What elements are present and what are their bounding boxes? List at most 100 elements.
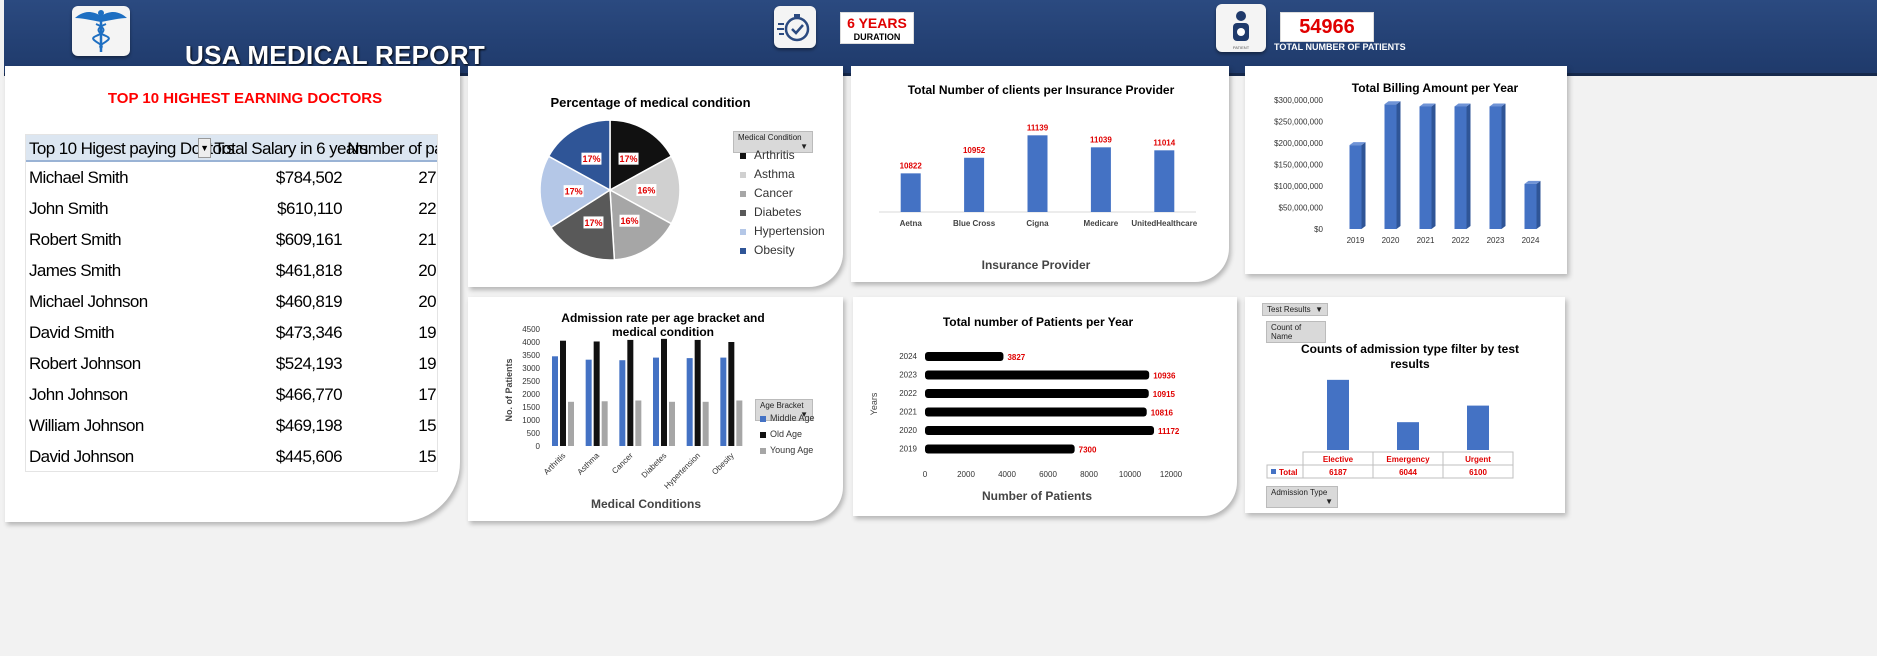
admission-type-filter[interactable]: Admission Type ▼ xyxy=(1266,486,1338,508)
legend-item[interactable]: Diabetes xyxy=(740,205,801,219)
pie-data-label: 17% xyxy=(620,154,638,164)
doctor-salary: $460,819 xyxy=(275,292,343,311)
table-row: William Johnson $469,198 15 xyxy=(26,410,437,441)
legend-item[interactable]: Old Age xyxy=(760,429,802,439)
bar-data-label: 7300 xyxy=(1079,446,1097,455)
legend-label: Obesity xyxy=(754,243,795,257)
y-tick-label: 2021 xyxy=(899,408,917,417)
bar-year-2024 xyxy=(925,352,1004,361)
caduceus-icon xyxy=(72,6,130,56)
billing-chart: $0 $50,000,000 $100,000,000 $150,000,000 $20… xyxy=(1274,96,1541,245)
bar-young-age xyxy=(601,401,608,446)
admission-type-chart: Elective 6187 Emergency 6044 Urgent 6100 Total xyxy=(1266,379,1514,479)
patients-kpi: 54966 xyxy=(1280,12,1374,42)
bar-blue-cross xyxy=(964,157,985,212)
y-axis-title: Years xyxy=(869,392,879,415)
bar-top xyxy=(1524,180,1541,184)
doctor-patients: 19 xyxy=(418,323,436,342)
count-of-name-button[interactable]: Count of Name xyxy=(1266,321,1326,343)
legend-label: Hypertension xyxy=(754,224,825,238)
bar-elective xyxy=(1327,379,1349,450)
pie-label-box xyxy=(618,152,639,165)
y-tick-label: 2023 xyxy=(899,371,917,380)
bar-middle-age xyxy=(653,357,659,446)
legend-label: Old Age xyxy=(770,429,803,439)
table-row: Robert Johnson $524,193 19 xyxy=(26,348,437,379)
bar-data-label: 3827 xyxy=(1007,353,1025,362)
y-tick-label: $0 xyxy=(1314,225,1323,234)
legend-item[interactable]: Cancer xyxy=(740,186,793,200)
pie-title: Percentage of medical condition xyxy=(550,95,751,110)
legend-item[interactable]: Obesity xyxy=(740,243,795,257)
doctors-title: TOP 10 HIGHEST EARNING DOCTORS xyxy=(107,90,383,107)
x-tick-label: Obesity xyxy=(710,451,736,477)
y-tick-label: 2020 xyxy=(899,426,917,435)
pie-label-box xyxy=(583,216,604,229)
doctor-patients: 19 xyxy=(418,354,436,373)
y-tick-label: 0 xyxy=(536,442,541,451)
doctor-patients: 17 xyxy=(418,385,436,404)
report-title: USA MEDICAL REPORT xyxy=(185,40,486,70)
bar-data-label: 11014 xyxy=(1153,138,1175,147)
x-tick-label: Asthma xyxy=(576,451,602,477)
table-category: Elective xyxy=(1323,455,1354,464)
age-bracket-filter[interactable]: Age Bracket ▼ xyxy=(755,399,813,421)
bar-data-label: 11139 xyxy=(1027,123,1049,132)
bar-middle-age xyxy=(552,356,558,446)
y-tick-label: $200,000,000 xyxy=(1274,139,1323,148)
y-axis-title: No. of Patients xyxy=(504,358,514,421)
header-filter-button[interactable]: ▼ xyxy=(198,138,212,158)
x-tick-label: Diabetes xyxy=(640,451,669,480)
patients-year-title: Total number of Patients per Year xyxy=(942,315,1134,329)
bar-2021 xyxy=(1419,106,1432,229)
x-tick-label: Arthritis xyxy=(542,451,568,477)
legend-label: Young Age xyxy=(770,445,814,455)
admission-title: Admission rate per age bracket and medic… xyxy=(561,311,765,339)
legend-item[interactable]: Asthma xyxy=(740,167,795,181)
table-row: David Smith $473,346 19 xyxy=(26,317,437,348)
pie-slice-diabetes xyxy=(549,188,616,261)
x-tick-label: 8000 xyxy=(1080,470,1098,479)
legend-swatch xyxy=(740,247,746,254)
doctor-patients: 21 xyxy=(418,230,436,249)
table-row: Michael Johnson $460,819 20 xyxy=(26,286,437,317)
legend-item[interactable]: Young Age xyxy=(760,445,813,455)
pie-data-label: 17% xyxy=(582,154,600,164)
doctor-salary: $610,110 xyxy=(277,199,342,218)
y-tick-label: $250,000,000 xyxy=(1274,118,1323,127)
bar-data-label: 10822 xyxy=(900,161,923,170)
bar-old-age xyxy=(694,339,701,446)
bar-young-age xyxy=(568,401,574,446)
legend-item[interactable]: Arthritis xyxy=(740,148,795,162)
table-row: David Johnson $445,606 15 xyxy=(26,441,437,471)
legend-label: Arthritis xyxy=(754,148,795,162)
bar-old-age xyxy=(661,338,667,446)
y-tick-label: $50,000,000 xyxy=(1279,204,1324,213)
legend-swatch xyxy=(740,209,746,216)
x-tick-label: Medicare xyxy=(1084,219,1119,228)
pie-label-box xyxy=(636,184,657,196)
patient-icon: PATIENT xyxy=(1216,4,1266,52)
legend-swatch xyxy=(740,171,746,178)
table-category: Emergency xyxy=(1386,455,1430,464)
bar-data-label: 11172 xyxy=(1158,427,1180,436)
series-swatch xyxy=(1271,469,1276,474)
doctor-name: John Smith xyxy=(29,199,109,218)
medical-condition-filter[interactable]: Medical Condition ▼ xyxy=(733,131,813,153)
doctor-salary: $466,770 xyxy=(275,385,343,404)
doctor-salary: $469,198 xyxy=(275,416,343,435)
doctor-name: James Smith xyxy=(29,261,121,280)
legend-item[interactable]: Hypertension xyxy=(740,224,825,238)
pie-slice-cancer xyxy=(609,188,673,261)
y-tick-label: 4000 xyxy=(522,338,540,347)
x-tick-label: 0 xyxy=(923,470,928,479)
y-tick-label: 2019 xyxy=(899,445,917,454)
bar-medicare xyxy=(1090,147,1111,212)
table-value: 6044 xyxy=(1399,468,1417,477)
test-results-filter[interactable]: Test Results ▼ xyxy=(1262,303,1328,316)
pie-label-box xyxy=(619,214,640,227)
legend-item[interactable]: Middle Age xyxy=(760,413,815,423)
pie-slice-arthritis xyxy=(609,119,673,192)
y-tick-label: 3500 xyxy=(522,351,540,360)
